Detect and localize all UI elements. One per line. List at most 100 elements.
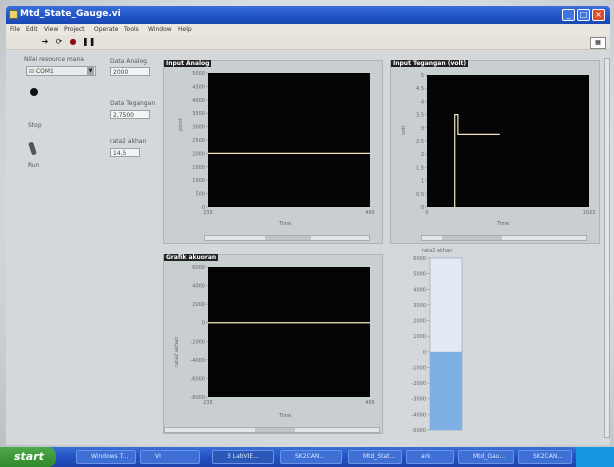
x-tick-label: 235 (203, 400, 213, 406)
rata-indicator: 14,5 (110, 148, 140, 157)
taskbar-item[interactable]: SK2CAN... (518, 450, 572, 464)
pause-icon[interactable]: ❚❚ (82, 37, 96, 46)
menu-tools[interactable]: Tools (124, 26, 139, 33)
tank-tick-label: -1000 (411, 365, 426, 371)
grafik-axes: 6000 4000 2000 0 -2000 -4000 -6000 -8000 235 495 (164, 255, 382, 437)
data-analog-indicator: 2000 (110, 67, 150, 76)
y-tick-label: 6000 (192, 265, 205, 271)
y-tick-label: -2000 (190, 339, 205, 345)
menu-project[interactable]: Project (64, 26, 85, 33)
input-tegangan-xlabel: Time (497, 221, 510, 227)
tank-tick-label: 4000 (413, 287, 426, 293)
y-tick-label: 5 (421, 73, 424, 79)
menu-help[interactable]: Help (178, 26, 192, 33)
input-tegangan-scrollbar[interactable] (421, 235, 587, 241)
maximize-button[interactable]: □ (577, 9, 590, 21)
menu-view[interactable]: View (44, 26, 59, 33)
system-tray (576, 447, 614, 467)
taskbar-item[interactable]: 3 LabVIE... (212, 450, 274, 464)
stop-toggle-switch[interactable] (28, 141, 37, 156)
grafik-xlabel: Time (279, 413, 292, 419)
run-label: Run (28, 162, 40, 169)
y-tick-label: 2000 (192, 302, 205, 308)
port-io-icon: ⊟ (29, 68, 36, 75)
input-tegangan-title: Input Tegangan (volt) (391, 60, 469, 67)
tank-tick-label: -3000 (411, 397, 426, 403)
taskbar-item[interactable]: SK2CAN... (280, 450, 342, 464)
input-analog-chart: Input Analog 5000 4500 4000 3500 3000 2500 200… (163, 60, 383, 244)
taskbar-item[interactable]: Windows T... (76, 450, 136, 464)
y-tick-label: 4.5 (416, 86, 424, 92)
chevron-down-icon[interactable]: ▼ (87, 67, 94, 75)
vi-connector-icon: ▦ (590, 37, 606, 49)
plot-area (208, 267, 370, 397)
taskbar-item[interactable]: Mtd_Gau... (458, 450, 514, 464)
menu-window[interactable]: Window (148, 26, 172, 33)
minimize-button[interactable]: _ (562, 9, 575, 21)
y-tick-label: 0 (421, 205, 424, 211)
vi-app-icon (9, 10, 18, 19)
y-tick-label: 4000 (192, 98, 205, 104)
y-tick-label: -8000 (190, 395, 205, 401)
tank-tick-label: 0 (423, 350, 426, 356)
status-led (30, 88, 38, 96)
y-tick-label: 3500 (192, 111, 205, 117)
x-tick-label: 1023 (583, 210, 596, 216)
toolbar: ➔ ⟳ ● ❚❚ ▦ (6, 35, 610, 50)
menu-bar: File Edit View Project Operate Tools Win… (6, 24, 610, 35)
input-analog-axes: 5000 4500 4000 3500 3000 2500 2000 1500 1000 500 0… (164, 61, 382, 247)
y-tick-label: 4 (421, 99, 424, 105)
y-tick-label: 1.5 (416, 165, 424, 171)
y-tick-label: 0.5 (416, 192, 424, 198)
abort-icon[interactable]: ● (69, 37, 77, 46)
start-button[interactable]: start (0, 447, 56, 467)
grafik-title: Grafik akuoran (164, 254, 219, 261)
tank-tick-label: 1000 (413, 334, 426, 340)
port-select[interactable]: ⊟ COM1 ▼ (26, 66, 96, 76)
panel-vertical-scrollbar[interactable] (604, 58, 610, 438)
grafik-scrollbar[interactable] (164, 427, 380, 433)
port-value: COM1 (35, 68, 54, 75)
y-tick-label: 1500 (192, 165, 205, 171)
data-tegangan-indicator: 2,7500 (110, 110, 150, 119)
front-panel: Nilai resource mana ⊟ COM1 ▼ Stop Run Da… (6, 50, 610, 445)
chart-svg: 5 4.5 4 3.5 3 2.5 2 1.5 1 0.5 00 1023 (416, 73, 596, 216)
input-analog-scrollbar[interactable] (204, 235, 370, 241)
plot-area (427, 75, 589, 207)
run-arrow-icon[interactable]: ➔ (41, 37, 49, 46)
run-continuous-icon[interactable]: ⟳ (55, 37, 63, 46)
y-tick-label: 1 (421, 179, 424, 185)
input-tegangan-ylabel: volt (401, 125, 407, 135)
window-title: Mtd_State_Gauge.vi (20, 9, 121, 19)
y-tick-label: 0 (202, 205, 205, 211)
tank-tick-label: 2000 (413, 319, 426, 325)
taskbar-item[interactable]: Mtd_Stat... (348, 450, 402, 464)
tank-tick-label: -2000 (411, 381, 426, 387)
taskbar-item[interactable]: VI (140, 450, 200, 464)
x-tick-label: 495 (365, 210, 375, 216)
x-tick-label: 235 (203, 210, 213, 216)
input-analog-xlabel: Time (279, 221, 292, 227)
tank-tick-label: 6000 (413, 256, 426, 262)
y-tick-label: 4000 (192, 284, 205, 290)
plot-area (208, 73, 370, 207)
menu-operate[interactable]: Operate (94, 26, 119, 33)
tank-tick-label: 3000 (413, 303, 426, 309)
y-tick-label: 3 (421, 126, 424, 132)
tank-svg: 6000 5000 4000 3000 2000 1000 0 -1000 -2000 -3000… (411, 256, 463, 434)
input-analog-title: Input Analog (164, 60, 212, 67)
stop-label: Stop (28, 122, 42, 129)
y-tick-label: 3000 (192, 125, 205, 131)
input-analog-ylabel: point (178, 118, 184, 131)
data-tegangan-label: Data Tegangan (110, 100, 156, 107)
taskbar-item[interactable]: ark (406, 450, 454, 464)
x-tick-label: 0 (425, 210, 428, 216)
close-button[interactable]: × (592, 9, 605, 21)
y-tick-label: 2 (421, 152, 424, 158)
menu-file[interactable]: File (10, 26, 21, 33)
data-analog-label: Data Analog (110, 58, 147, 65)
y-tick-label: 3.5 (416, 113, 424, 119)
menu-edit[interactable]: Edit (26, 26, 38, 33)
